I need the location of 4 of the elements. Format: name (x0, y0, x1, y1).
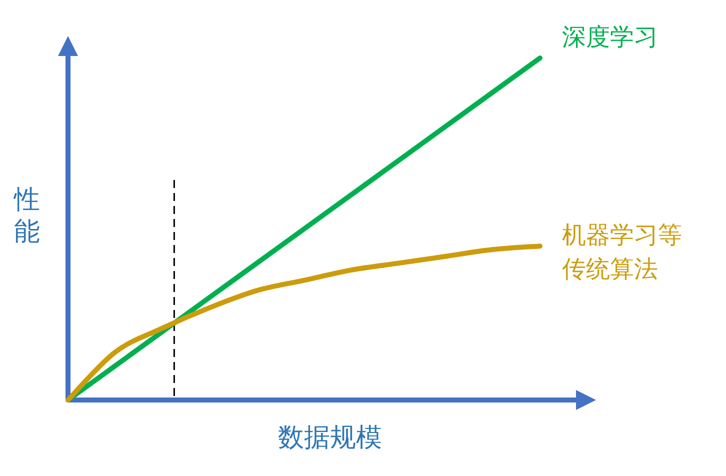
series-label: 机器学习等传统算法 (562, 220, 683, 286)
series-label: 深度学习 (562, 22, 659, 53)
y-axis-title: 性能 (14, 184, 41, 248)
x-axis-title: 数据规模 (277, 422, 383, 455)
